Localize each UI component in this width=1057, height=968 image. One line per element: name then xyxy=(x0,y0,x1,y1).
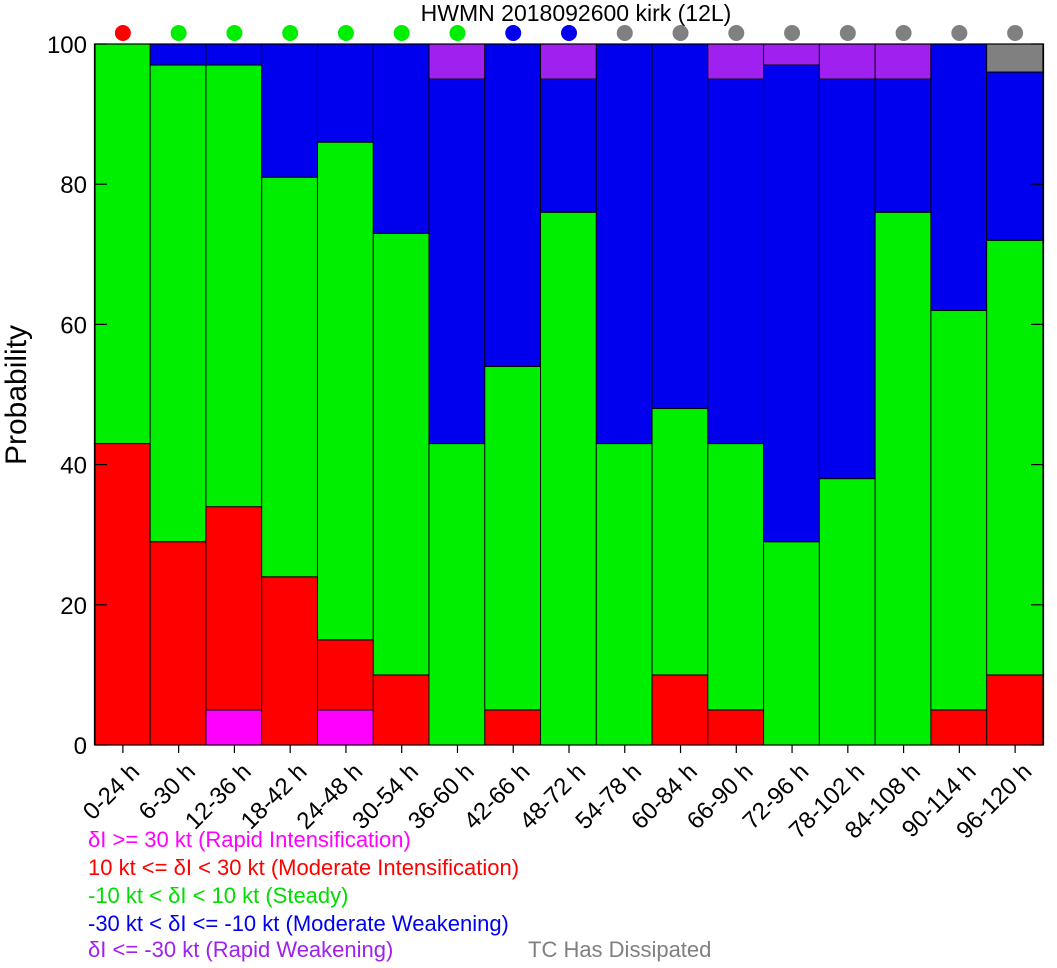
bar-segment-mw-16 xyxy=(986,71,1045,241)
legend-item: 10 kt <= δI < 30 kt (Moderate Intensific… xyxy=(88,855,520,880)
bar-segment-mw-14 xyxy=(874,78,933,213)
bar-segment-st-3 xyxy=(261,176,320,578)
top-marker-dot xyxy=(895,25,912,41)
top-marker-dot xyxy=(839,25,856,41)
top-markers-layer xyxy=(114,25,1024,41)
bar-segment-dis-16 xyxy=(986,43,1045,73)
bar-segment-st-4 xyxy=(316,141,375,641)
bar-segment-mi-7 xyxy=(484,709,543,746)
bar-segment-st-11 xyxy=(707,443,766,711)
y-tick-label: 20 xyxy=(60,593,87,620)
bar-segment-st-1 xyxy=(149,64,208,543)
bar-segment-mw-10 xyxy=(651,43,710,410)
bar-segment-st-12 xyxy=(763,541,822,746)
bar-segment-mw-3 xyxy=(261,43,320,178)
bar-segment-st-15 xyxy=(930,309,989,711)
bar-segment-st-16 xyxy=(986,239,1045,676)
top-marker-dot xyxy=(393,25,410,41)
bar-segment-mw-13 xyxy=(818,78,877,480)
bar-segment-mi-16 xyxy=(986,674,1045,746)
bar-segment-mw-15 xyxy=(930,43,989,311)
legend-item: -10 kt < δI < 10 kt (Steady) xyxy=(88,883,349,908)
y-tick-label: 100 xyxy=(47,32,87,59)
legend-item: δI <= -30 kt (Rapid Weakening) xyxy=(88,937,394,962)
bar-segment-rw-11 xyxy=(707,43,766,80)
bar-segment-st-0 xyxy=(93,43,152,445)
legend-item: δI >= 30 kt (Rapid Intensification) xyxy=(88,827,411,852)
top-marker-dot xyxy=(784,25,801,41)
bar-segment-ri-2 xyxy=(205,709,264,746)
top-marker-dot xyxy=(226,25,243,41)
top-marker-dot xyxy=(1007,25,1024,41)
bar-segment-st-5 xyxy=(372,232,431,676)
top-marker-dot xyxy=(728,25,745,41)
bar-segment-mw-6 xyxy=(428,78,487,445)
y-axis-label: Probability xyxy=(0,325,33,465)
bar-segment-mw-2 xyxy=(205,43,264,66)
y-tick-label: 80 xyxy=(60,172,87,199)
bar-segment-st-9 xyxy=(595,443,654,746)
bar-segment-rw-6 xyxy=(428,43,487,80)
top-marker-dot xyxy=(337,25,354,41)
bar-segment-ri-4 xyxy=(316,709,375,746)
bar-segment-mi-11 xyxy=(707,709,766,746)
y-tick-label: 40 xyxy=(60,453,87,480)
bars-layer xyxy=(93,43,1045,746)
bar-segment-mw-4 xyxy=(316,43,375,143)
bar-segment-st-13 xyxy=(818,478,877,746)
top-marker-dot xyxy=(616,25,633,41)
bar-segment-mi-2 xyxy=(205,506,264,711)
bar-segment-mw-11 xyxy=(707,78,766,445)
bar-segment-st-2 xyxy=(205,64,264,508)
top-marker-dot xyxy=(951,25,968,41)
legend-dissipated: TC Has Dissipated xyxy=(528,937,712,962)
bar-segment-rw-14 xyxy=(874,43,933,80)
top-marker-dot xyxy=(505,25,522,41)
bar-segment-st-14 xyxy=(874,211,933,746)
bar-segment-mi-4 xyxy=(316,639,375,711)
bar-segment-mi-15 xyxy=(930,709,989,746)
legend-item: -30 kt < δI <= -10 kt (Moderate Weakenin… xyxy=(88,911,509,936)
bar-segment-mw-1 xyxy=(149,43,208,66)
x-tick-label: 0-24 h xyxy=(78,758,145,825)
top-marker-dot xyxy=(561,25,577,41)
bar-segment-mi-5 xyxy=(372,674,431,746)
bar-segment-mw-9 xyxy=(595,43,654,445)
y-tick-label: 0 xyxy=(74,733,87,760)
chart-title: HWMN 2018092600 kirk (12L) xyxy=(421,0,732,26)
bar-segment-st-10 xyxy=(651,408,710,676)
bar-segment-st-7 xyxy=(484,365,543,711)
top-marker-dot xyxy=(449,25,466,41)
bar-segment-rw-12 xyxy=(763,43,822,66)
bar-segment-mw-5 xyxy=(372,43,431,234)
bar-segment-rw-13 xyxy=(818,43,877,80)
bar-segment-mi-10 xyxy=(651,674,710,746)
bar-segment-mi-1 xyxy=(149,541,208,746)
bar-segment-mi-0 xyxy=(93,443,152,746)
bar-segment-mi-3 xyxy=(261,576,320,746)
y-tick-label: 60 xyxy=(60,312,87,339)
bar-segment-mw-12 xyxy=(763,64,822,543)
top-marker-dot xyxy=(282,25,299,41)
top-marker-dot xyxy=(114,25,131,41)
bar-segment-mw-8 xyxy=(540,78,598,213)
bar-segment-mw-7 xyxy=(484,43,543,367)
bar-segment-st-6 xyxy=(428,443,487,746)
bar-segment-rw-8 xyxy=(540,43,598,80)
bar-segment-st-8 xyxy=(540,211,598,746)
top-marker-dot xyxy=(170,25,187,41)
top-marker-dot xyxy=(672,25,689,41)
